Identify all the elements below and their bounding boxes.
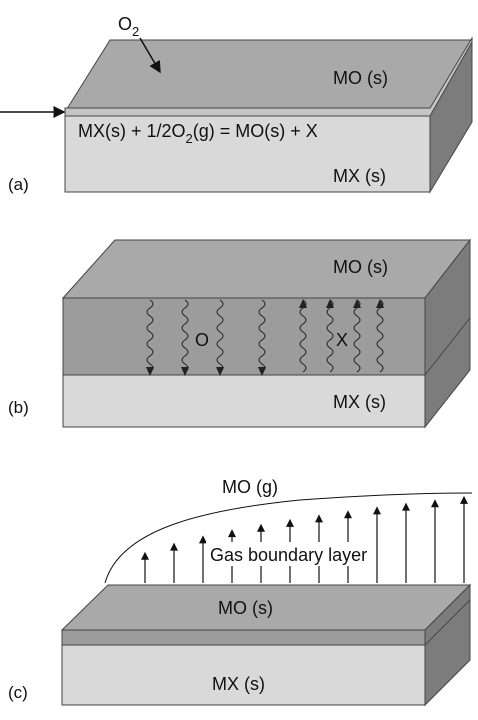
- arrow-head: [228, 529, 236, 537]
- arrow-head: [141, 552, 149, 560]
- gas-label: MO (g): [222, 477, 278, 497]
- layer-label: MX (s): [333, 166, 386, 186]
- arrow-head: [286, 519, 294, 527]
- diagram: O2 MO (s) MX(s) + 1/2O2(g) = MO(s) + X M…: [0, 0, 478, 715]
- layer-label: MX (s): [333, 392, 386, 412]
- arrow-head: [460, 496, 468, 504]
- arrow-head: [199, 535, 207, 543]
- arrow-head: [257, 524, 265, 532]
- arrow-head: [170, 543, 178, 551]
- arrow-head: [431, 499, 439, 507]
- layer-label: MX (s): [212, 674, 265, 694]
- species-label: O: [195, 330, 209, 350]
- page: O2 MO (s) MX(s) + 1/2O2(g) = MO(s) + X M…: [0, 0, 478, 715]
- panel-label: (a): [8, 175, 29, 194]
- boundary-label: Gas boundary layer: [210, 545, 367, 565]
- arrow-head: [344, 510, 352, 518]
- panel-b: [63, 240, 470, 427]
- arrow-head: [402, 503, 410, 511]
- panel-a: [0, 38, 472, 192]
- panel-label: (b): [8, 398, 29, 417]
- species-label: X: [336, 330, 348, 350]
- flux-arrows: [141, 496, 468, 583]
- gas-label: O2: [118, 14, 139, 39]
- arrow-head: [373, 506, 381, 514]
- layer-label: MO (s): [333, 68, 388, 88]
- layer-label: MO (s): [218, 598, 273, 618]
- layer-label: MO (s): [333, 257, 388, 277]
- panel-label: (c): [8, 683, 28, 702]
- arrow-head: [315, 514, 323, 522]
